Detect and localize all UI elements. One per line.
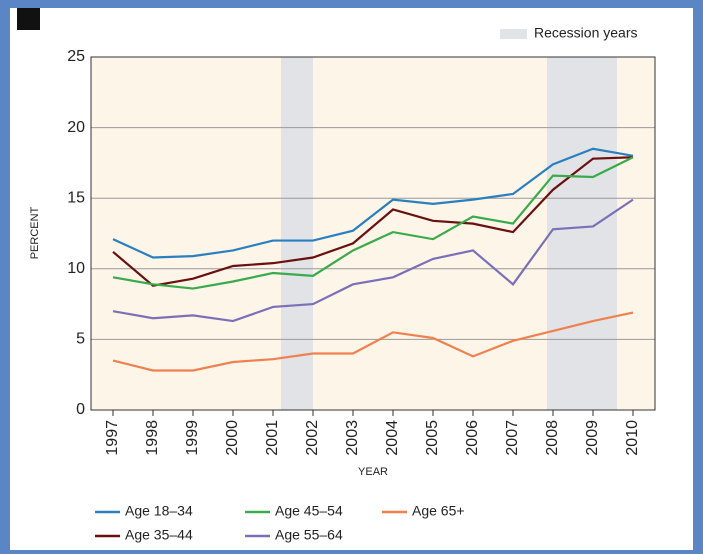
x-tick-label: 2009 (584, 420, 601, 456)
y-tick-label: 25 (67, 48, 85, 65)
x-tick-label: 2007 (504, 420, 521, 456)
x-tick-label: 2001 (264, 420, 281, 456)
y-tick-label: 0 (76, 401, 85, 418)
x-tick-label: 1998 (144, 420, 161, 456)
x-axis-label: YEAR (358, 466, 388, 478)
series-line (112, 311, 634, 372)
corner-box (17, 8, 40, 30)
y-tick-label: 15 (67, 189, 85, 206)
x-tick-label: 2005 (424, 420, 441, 456)
legend-label: Age 65+ (412, 503, 465, 519)
x-tick-label: 2003 (344, 420, 361, 456)
y-tick-label: 10 (67, 260, 85, 277)
x-tick-label: 1999 (184, 420, 201, 456)
series-line (112, 198, 634, 323)
x-tick-label: 2006 (464, 420, 481, 456)
series-line (112, 156, 634, 287)
shade-legend-swatch (500, 29, 527, 39)
plot-border (90, 56, 656, 411)
x-tick-label: 2000 (224, 420, 241, 456)
legend-label: Age 18–34 (125, 503, 193, 519)
x-tick-label: 2010 (624, 420, 641, 456)
x-tick-label: 2008 (544, 420, 561, 456)
y-axis-label: PERCENT (29, 206, 41, 259)
legend-label: Age 45–54 (275, 503, 343, 519)
x-tick-label: 1997 (104, 420, 121, 456)
series-line (112, 156, 634, 290)
x-tick-label: 2002 (304, 420, 321, 456)
recession-band (547, 57, 617, 410)
legend-label: Age 55–64 (275, 527, 343, 543)
x-tick-label: 2004 (384, 420, 401, 456)
series-line (112, 147, 634, 259)
recession-band (281, 57, 313, 410)
y-tick-label: 5 (76, 331, 85, 348)
legend-label: Age 35–44 (125, 527, 193, 543)
shade-legend-label: Recession years (534, 25, 638, 41)
y-tick-label: 20 (67, 119, 85, 136)
